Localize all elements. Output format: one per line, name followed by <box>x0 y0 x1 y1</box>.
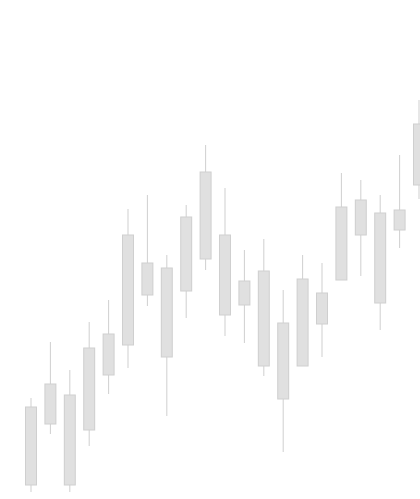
candle-body <box>316 292 328 325</box>
candle-body <box>122 234 134 346</box>
candle-body <box>141 262 154 296</box>
candle-body <box>296 278 309 367</box>
candle-body <box>44 383 57 425</box>
candle-body <box>374 212 387 304</box>
candle-body <box>63 394 76 486</box>
candle-body <box>25 406 37 486</box>
candle-body <box>277 322 290 400</box>
candle-body <box>413 123 420 186</box>
candle-body <box>83 347 96 431</box>
candle-body <box>335 206 348 281</box>
candle-body <box>102 333 115 376</box>
candle-body <box>180 216 193 292</box>
candle-body <box>219 234 231 316</box>
candle-body <box>238 280 251 306</box>
candle-body <box>199 171 212 260</box>
candle-body <box>393 209 406 231</box>
candle-body <box>160 267 173 358</box>
candle-body <box>257 270 270 367</box>
candle-body <box>354 199 367 236</box>
